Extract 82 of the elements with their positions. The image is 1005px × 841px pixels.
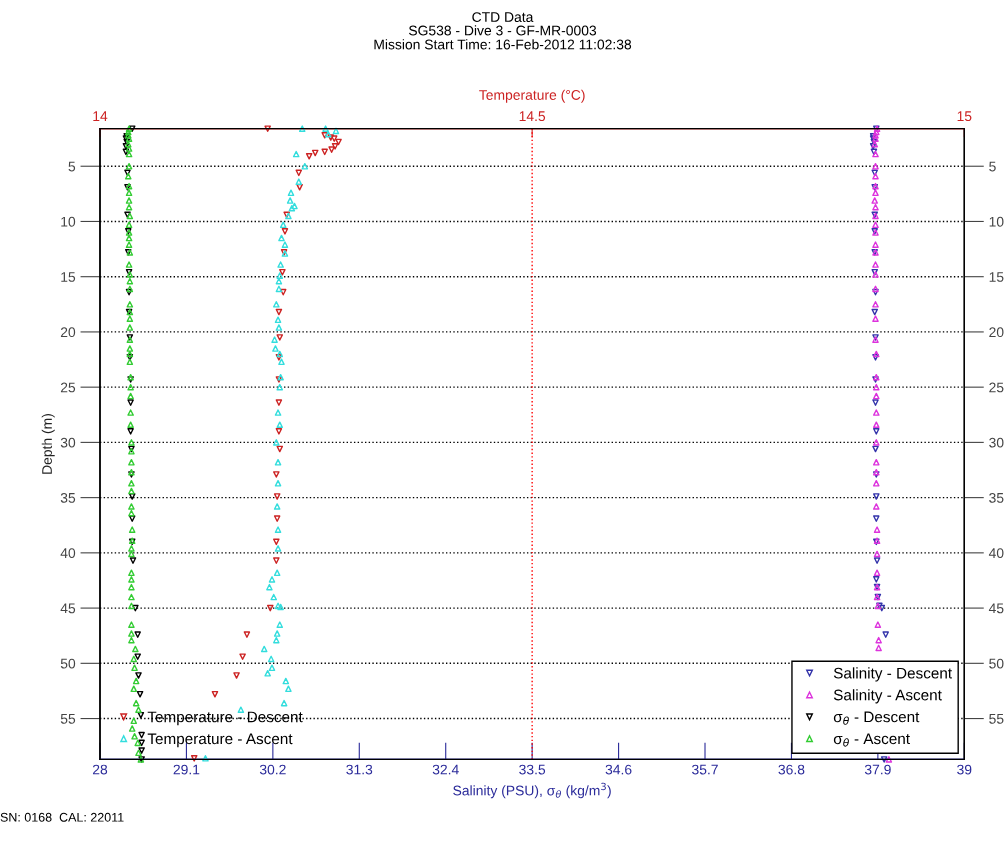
x2-axis-title: Temperature (°C) <box>479 89 585 103</box>
x-tick-label: 36.8 <box>778 764 805 775</box>
point <box>873 439 880 446</box>
x-tick-label: 34.6 <box>605 764 632 775</box>
chart-title: CTD Data <box>472 12 534 22</box>
y-tick-label: 45 <box>60 603 76 614</box>
y2-tick-label: 50 <box>989 658 1004 669</box>
point <box>134 653 142 660</box>
x2-tick-label: 14.5 <box>519 111 546 122</box>
y-tick-label: 20 <box>60 327 76 338</box>
legend-label: σ$_{θ}$ - Ascent <box>833 733 910 747</box>
point <box>872 261 879 268</box>
x-tick-label: 31.3 <box>346 764 373 775</box>
x-tick-label: 33.5 <box>519 764 546 775</box>
point <box>880 756 888 763</box>
y-tick-label: 40 <box>60 548 76 559</box>
x-tick-label: 39 <box>957 764 972 775</box>
point <box>873 392 880 400</box>
y-tick-label: 30 <box>60 437 76 448</box>
x-tick-label: 37.9 <box>864 764 891 775</box>
chart-subtitle: SG538 - Dive 3 - GF-MR-0003 Mission Start Time: 16-Feb-2012 11:02:38 <box>374 25 632 50</box>
x-axis-title: Salinity (PSU), σ$_{θ}$ (kg/m$^{3}$) <box>453 782 611 799</box>
point <box>873 350 880 358</box>
point <box>873 569 881 577</box>
point <box>871 308 879 316</box>
legend-label: Salinity - Descent <box>833 667 952 682</box>
y-tick-label: 5 <box>68 161 76 172</box>
point <box>873 576 880 583</box>
y2-tick-label: 25 <box>989 382 1004 393</box>
point <box>873 428 880 435</box>
point <box>874 621 882 628</box>
y2-tick-label: 5 <box>989 161 996 172</box>
legend-label: Temperature - Ascent <box>147 733 293 748</box>
point <box>127 399 134 406</box>
point <box>873 421 880 429</box>
point <box>135 672 142 679</box>
y2-tick-label: 30 <box>989 437 1004 448</box>
legend-label: σ$_{θ}$ - Descent <box>833 711 920 725</box>
point <box>885 756 893 763</box>
x-tick-label: 30.2 <box>259 764 286 775</box>
point <box>873 503 880 510</box>
point <box>873 515 880 522</box>
legend-label: Salinity - Ascent <box>833 689 942 704</box>
y-tick-label: 35 <box>60 492 76 503</box>
point <box>138 731 145 739</box>
y2-tick-label: 45 <box>988 603 1004 614</box>
point <box>873 493 880 500</box>
x-tick-label: 35.7 <box>692 764 718 775</box>
y-tick-label: 25 <box>60 382 76 393</box>
point <box>875 644 882 652</box>
point <box>873 383 880 391</box>
x-tick-label: 29.1 <box>173 764 200 775</box>
y2-tick-label: 35 <box>989 492 1004 503</box>
x2-tick-label: 14 <box>93 111 108 121</box>
x2-tick-label: 15 <box>957 111 972 122</box>
point <box>873 409 880 416</box>
y2-tick-label: 10 <box>989 216 1004 227</box>
point <box>872 301 879 308</box>
y2-tick-label: 40 <box>988 548 1004 559</box>
y-tick-label: 15 <box>61 272 76 282</box>
y2-tick-label: 20 <box>989 327 1004 338</box>
point <box>127 428 134 435</box>
point <box>873 458 880 466</box>
point <box>871 197 879 204</box>
point <box>872 162 879 170</box>
point <box>872 241 879 248</box>
y-axis-title: Depth (m) <box>41 414 55 474</box>
point <box>134 631 142 638</box>
point <box>882 631 890 638</box>
point <box>136 690 144 698</box>
point <box>872 399 879 406</box>
x-tick-label: 32.4 <box>432 764 459 775</box>
point <box>129 557 137 564</box>
y-tick-label: 10 <box>61 216 76 227</box>
x-tick-label: 28 <box>92 764 108 775</box>
y2-tick-label: 55 <box>989 714 1004 724</box>
y-tick-label: 55 <box>60 714 76 724</box>
text: SN: 0168 CAL: 22011 <box>0 812 124 822</box>
y-tick-label: 50 <box>60 658 76 669</box>
y2-tick-label: 15 <box>989 272 1004 282</box>
point <box>873 557 881 564</box>
point <box>873 479 880 487</box>
